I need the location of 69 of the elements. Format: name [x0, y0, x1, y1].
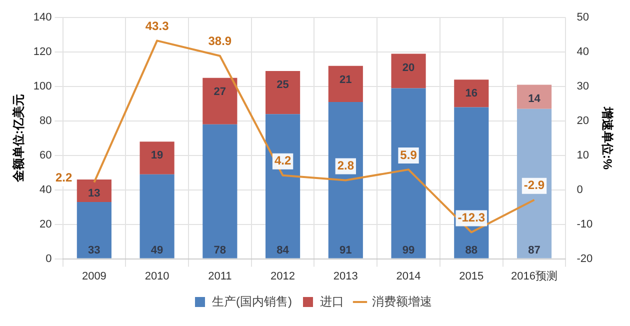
data-label: 25 — [276, 79, 289, 92]
y-tick-label: 120 — [33, 46, 52, 58]
bar — [266, 114, 300, 258]
data-label: 4.2 — [274, 154, 292, 168]
data-label: 91 — [340, 244, 352, 256]
data-label: 5.9 — [400, 148, 418, 162]
y-tick-label: 0 — [46, 252, 52, 265]
bar — [516, 84, 552, 109]
y2-tick-label: -20 — [576, 252, 593, 265]
data-label: 20 — [402, 62, 415, 74]
data-label: 2.2 — [56, 170, 73, 185]
data-label: -2.9 — [524, 178, 545, 192]
y2-tick-label: 0 — [576, 184, 583, 196]
data-label: 43.3 — [145, 19, 170, 33]
data-label: 49 — [150, 244, 164, 256]
data-label: 38.9 — [208, 34, 232, 48]
y2-axis-title: 增速单位:% — [600, 106, 614, 170]
y-tick-label: 100 — [33, 80, 52, 93]
data-label: 87 — [528, 244, 540, 256]
x-tick-label: 2009 — [82, 270, 106, 282]
data-label: 78 — [214, 244, 226, 256]
y-tick-label: 80 — [40, 115, 52, 128]
y2-tick-label: 30 — [576, 80, 589, 93]
legend-label: 消费额增速 — [372, 294, 432, 308]
bar — [391, 54, 426, 88]
data-label: 13 — [88, 188, 100, 200]
bar — [328, 102, 363, 258]
y-tick-label: 20 — [40, 218, 52, 230]
y2-tick-label: 50 — [576, 12, 589, 24]
bar — [76, 202, 112, 258]
bar — [266, 71, 300, 114]
x-tick-label: 2012 — [270, 270, 296, 282]
x-tick-label: 2014 — [396, 270, 421, 282]
data-label: 14 — [528, 92, 542, 105]
y-tick-label: 60 — [40, 149, 52, 162]
data-label: 21 — [340, 74, 352, 86]
bar — [76, 180, 112, 202]
bar — [328, 66, 363, 102]
y-tick-label: 40 — [40, 184, 52, 196]
x-tick-label: 2010 — [144, 270, 170, 282]
bar — [391, 88, 426, 258]
data-label: 2.8 — [337, 158, 354, 173]
data-label: -12.3 — [458, 210, 486, 225]
bar — [202, 124, 238, 258]
x-tick-label: 2016预测 — [511, 270, 558, 282]
bar — [454, 107, 489, 258]
x-tick-label: 2011 — [208, 270, 232, 282]
y-axis-title: 金额单位:亿美元 — [12, 94, 26, 184]
data-label: 27 — [214, 86, 226, 98]
data-label: 99 — [402, 244, 415, 256]
legend-label: 生产(国内销售) — [212, 294, 292, 308]
bar — [516, 108, 552, 258]
data-label: 19 — [150, 150, 164, 162]
data-label: 84 — [276, 244, 290, 256]
bar — [454, 80, 489, 108]
data-label: 33 — [88, 244, 100, 256]
data-label: 16 — [465, 88, 478, 100]
legend-label: 进口 — [320, 294, 344, 308]
y2-tick-label: -10 — [576, 218, 593, 230]
x-tick-label: 2015 — [459, 270, 484, 282]
bar — [140, 174, 174, 258]
y2-tick-label: 20 — [576, 115, 589, 128]
y2-tick-label: 40 — [576, 46, 589, 58]
data-label: 88 — [465, 244, 478, 256]
bar — [202, 78, 238, 124]
y2-tick-label: 10 — [576, 149, 589, 162]
bar — [140, 142, 174, 174]
y-tick-label: 140 — [33, 12, 52, 24]
x-tick-label: 2013 — [333, 270, 358, 282]
